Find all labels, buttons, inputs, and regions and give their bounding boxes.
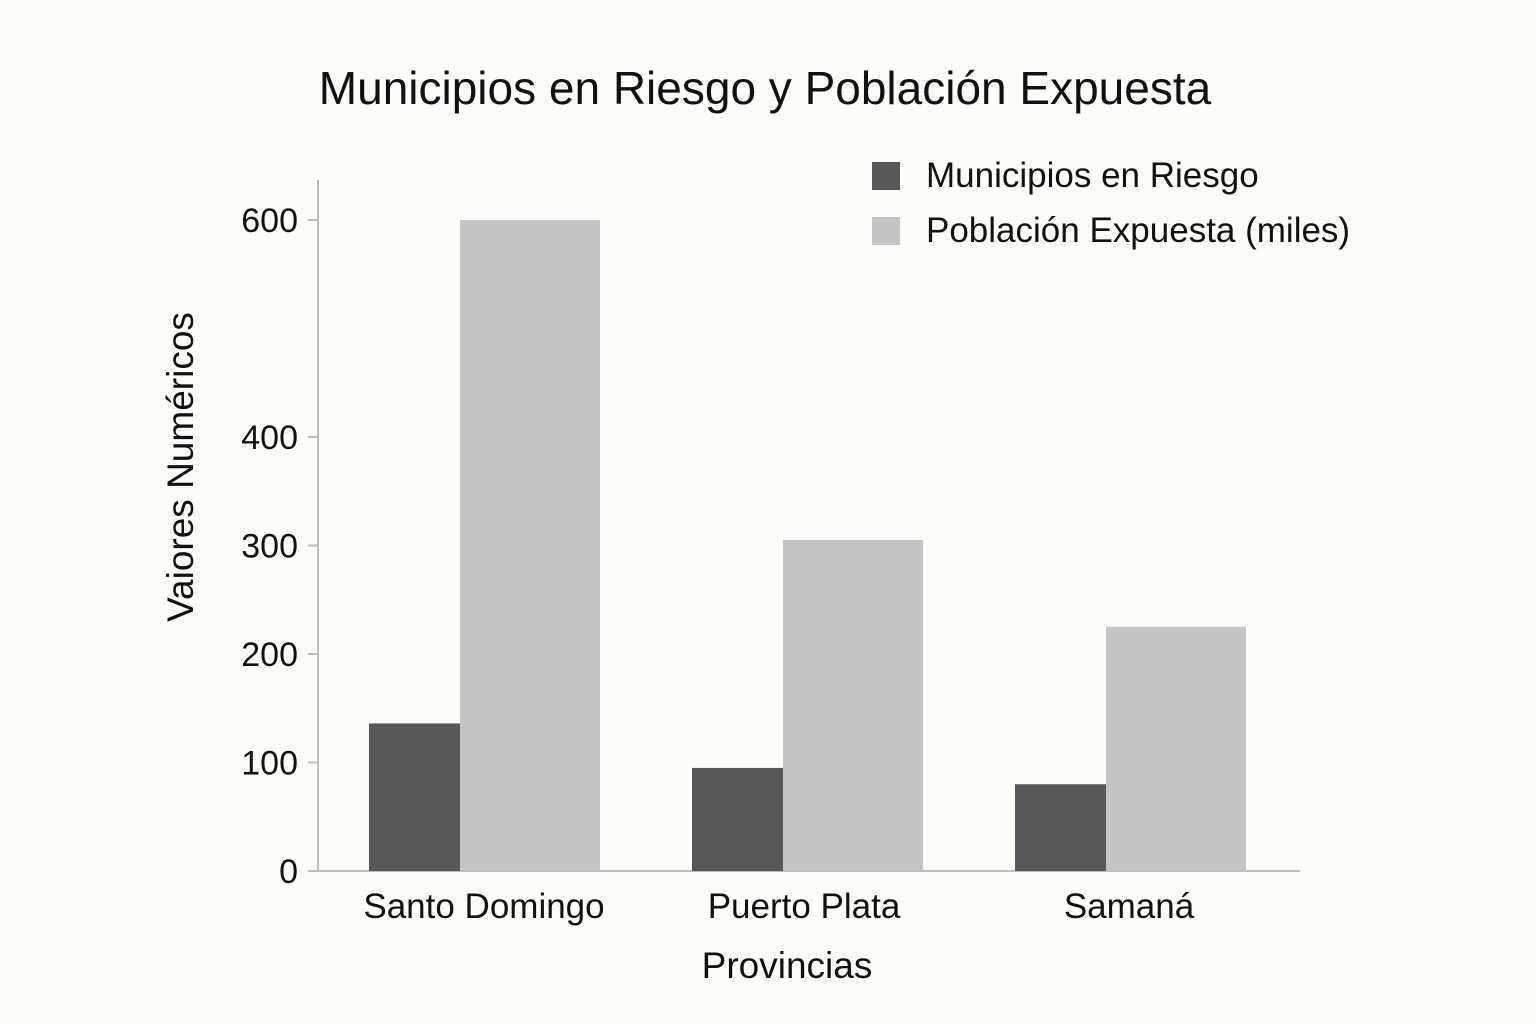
legend-swatch bbox=[872, 217, 900, 245]
y-tick-label: 600 bbox=[241, 202, 298, 240]
x-tick-labels: Santo Domingo Puerto Plata Samaná bbox=[363, 887, 1194, 926]
legend: Municipios en Riesgo Población Expuesta (… bbox=[872, 156, 1350, 250]
y-tick-label: 100 bbox=[241, 745, 298, 783]
bar-poblacion-0 bbox=[460, 220, 600, 871]
bar-poblacion-1 bbox=[783, 540, 923, 871]
x-tick-label: Santo Domingo bbox=[363, 887, 604, 926]
bar-poblacion-2 bbox=[1106, 626, 1246, 871]
y-tick-label: 400 bbox=[241, 419, 298, 457]
legend-swatch bbox=[872, 162, 900, 190]
legend-label: Municipios en Riesgo bbox=[926, 156, 1259, 195]
bar-municipios-1 bbox=[692, 767, 783, 871]
y-ticks: 0 100 200 300 400 600 bbox=[241, 202, 318, 891]
x-tick-label: Samaná bbox=[1064, 887, 1195, 926]
bar-municipios-0 bbox=[369, 723, 460, 871]
y-tick-label: 0 bbox=[279, 853, 298, 891]
bars bbox=[369, 220, 1246, 871]
y-tick-label: 200 bbox=[241, 636, 298, 674]
bar-municipios-2 bbox=[1015, 784, 1106, 871]
x-axis-title: Provincias bbox=[702, 945, 873, 986]
y-axis-title: Vaiores Numéricos bbox=[160, 312, 201, 622]
y-tick-label: 300 bbox=[241, 528, 298, 566]
chart-title: Municipios en Riesgo y Población Expuest… bbox=[319, 62, 1212, 114]
x-tick-label: Puerto Plata bbox=[708, 887, 901, 926]
legend-label: Población Expuesta (miles) bbox=[926, 211, 1350, 250]
